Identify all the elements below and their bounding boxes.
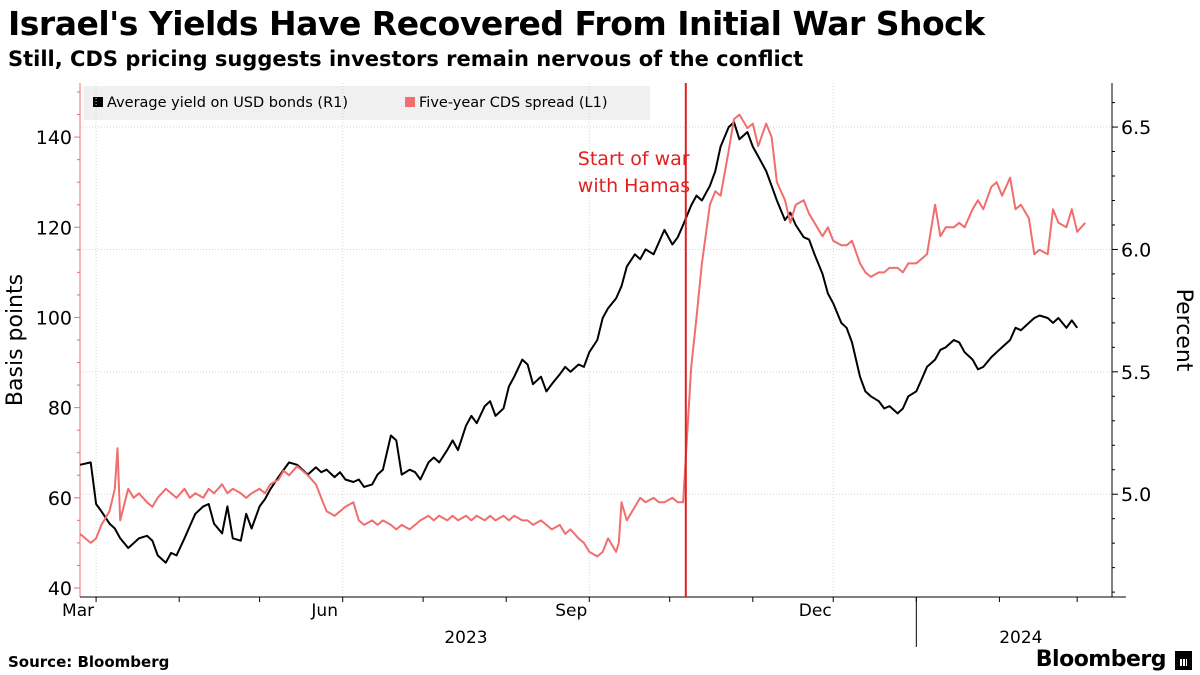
- right-tick-label: 6.0: [1121, 239, 1151, 261]
- left-tick-label: 100: [36, 307, 72, 329]
- series-line-cds-spread: [79, 113, 1086, 558]
- chart-subtitle: Still, CDS pricing suggests investors re…: [8, 47, 804, 71]
- legend-swatch-cds-spread: [405, 97, 415, 107]
- legend-background: [84, 86, 650, 120]
- war-start-annotation: with Hamas: [578, 175, 690, 197]
- x-year-label: 2023: [444, 628, 487, 648]
- series-line-usd-yield: [79, 121, 1079, 564]
- right-axis-title: Percent: [1171, 289, 1196, 372]
- x-tick-label: Sep: [555, 601, 587, 621]
- bloomberg-logo: Bloomberg: [1035, 647, 1167, 672]
- terminal-icon: [1175, 651, 1192, 670]
- war-start-annotation: Start of war: [578, 148, 690, 170]
- x-year-label: 2024: [999, 628, 1042, 648]
- right-tick-label: 5.5: [1121, 362, 1151, 384]
- left-axis-title: Basis points: [3, 274, 28, 406]
- legend-swatch-usd-yield: [93, 97, 103, 107]
- left-tick-label: 140: [36, 127, 72, 149]
- legend-label-usd-yield: Average yield on USD bonds (R1): [107, 95, 348, 111]
- left-tick-label: 60: [48, 488, 72, 510]
- left-tick-label: 80: [48, 398, 72, 420]
- line-chart: Average yield on USD bonds (R1) Five-yea…: [3, 83, 1196, 648]
- x-tick-label: Dec: [799, 601, 832, 621]
- right-tick-label: 5.0: [1121, 484, 1151, 506]
- x-tick-label: Mar: [62, 601, 94, 621]
- chart-title: Israel's Yields Have Recovered From Init…: [8, 4, 985, 43]
- x-tick-label: Jun: [310, 601, 338, 621]
- right-tick-label: 6.5: [1121, 117, 1151, 139]
- source-note: Source: Bloomberg: [8, 653, 170, 671]
- legend-label-cds-spread: Five-year CDS spread (L1): [419, 95, 608, 111]
- left-tick-label: 120: [36, 217, 72, 239]
- left-tick-label: 40: [48, 578, 72, 600]
